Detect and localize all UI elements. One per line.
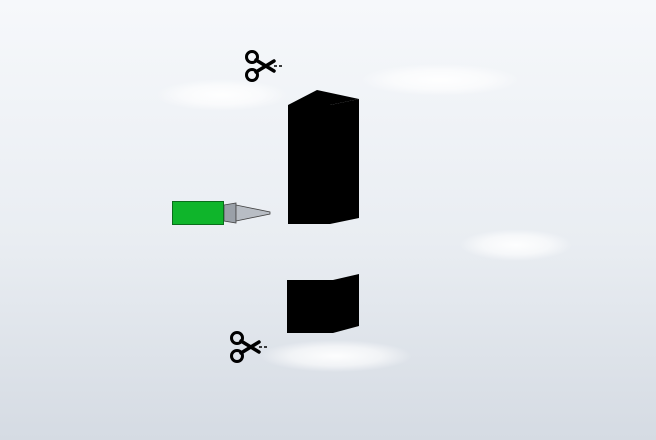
scissors-cut-icon (245, 50, 284, 82)
dowel-bottom (287, 274, 359, 333)
scissors-cut-icon (230, 331, 269, 363)
glue-label (172, 201, 224, 225)
dowel-top (288, 90, 359, 224)
glue-nozzle-icon (223, 202, 271, 224)
